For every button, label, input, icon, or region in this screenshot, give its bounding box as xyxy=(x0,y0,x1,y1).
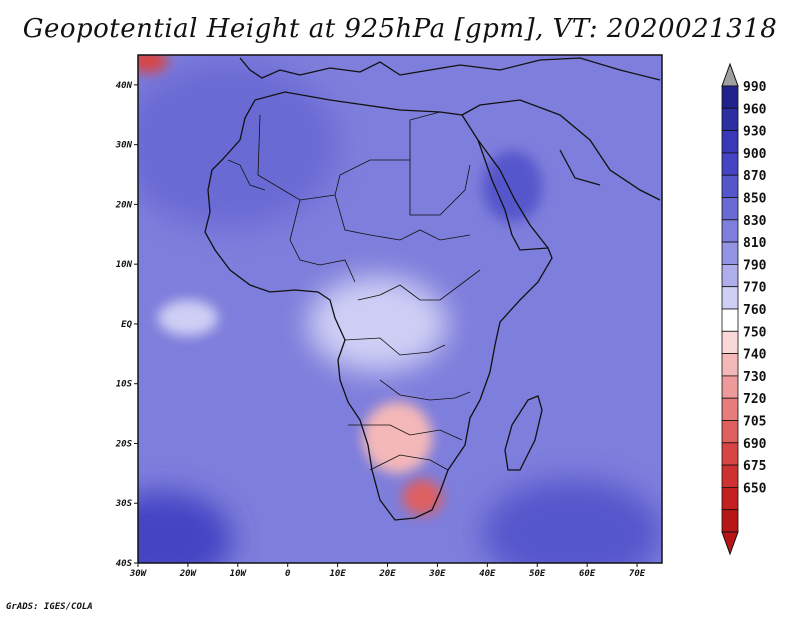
colorbar-label: 810 xyxy=(743,236,767,251)
colorbar-top-arrow xyxy=(721,62,739,87)
colorbar-label: 690 xyxy=(743,437,767,452)
map-area xyxy=(138,55,662,563)
colorbar-swatch xyxy=(721,308,739,332)
lat-tick-label: 20S xyxy=(115,439,133,449)
colorbar-label: 830 xyxy=(743,214,767,229)
colorbar-label: 730 xyxy=(743,370,767,385)
lon-tick-label: 10E xyxy=(329,569,346,579)
colorbar-label: 850 xyxy=(743,192,767,207)
africa-coastline xyxy=(204,91,553,521)
europe-coastline xyxy=(239,57,661,81)
lon-tick-label: 10W xyxy=(230,569,248,579)
colorbar-swatch xyxy=(721,219,739,243)
colorbar-swatch xyxy=(721,464,739,488)
colorbar-swatch xyxy=(721,442,739,466)
lat-tick-label: 10N xyxy=(116,260,133,270)
coastlines xyxy=(204,57,661,521)
colorbar-label: 650 xyxy=(743,481,767,496)
field-region-equatorial-trough xyxy=(307,276,448,372)
colorbar-swatch xyxy=(721,197,739,221)
colorbar-swatch xyxy=(721,130,739,154)
colorbar-swatch xyxy=(721,241,739,265)
field-region-kalahari-low xyxy=(362,401,433,474)
lat-tick-label: 10S xyxy=(116,380,133,390)
colorbar-label: 990 xyxy=(743,80,767,95)
lon-tick-label: 0 xyxy=(285,569,291,579)
colorbar-swatch xyxy=(721,330,739,354)
colorbar-swatch xyxy=(721,174,739,198)
colorbar-label: 900 xyxy=(743,147,767,162)
lon-tick-label: 70E xyxy=(629,569,646,579)
colorbar-label: 930 xyxy=(743,125,767,140)
map-frame xyxy=(137,54,663,564)
colorbar-label: 750 xyxy=(743,325,767,340)
colorbar-swatch xyxy=(721,375,739,399)
lon-tick-label: 30W xyxy=(129,569,148,579)
colorbar-swatch xyxy=(721,353,739,377)
lat-tick-label: EQ xyxy=(121,320,132,330)
field-region-mediterranean-low xyxy=(138,55,168,73)
field-region-highveld-low xyxy=(402,479,443,516)
colorbar-label: 790 xyxy=(743,258,767,273)
colorbar-swatch xyxy=(721,152,739,176)
colorbar-swatch xyxy=(721,107,739,132)
lon-tick-label: 20E xyxy=(378,569,396,579)
colorbar-label: 705 xyxy=(743,415,766,430)
colorbar-swatch xyxy=(721,263,739,288)
lat-tick-label: 20N xyxy=(115,200,133,210)
lon-tick-label: 40E xyxy=(479,569,496,579)
colorbar-label: 740 xyxy=(743,348,767,363)
map-title: Geopotential Height at 925hPa [gpm], VT:… xyxy=(22,14,778,44)
lon-tick-label: 30E xyxy=(428,569,446,579)
colorbar-label: 870 xyxy=(743,169,767,184)
field-region-southeast-atlantic-high xyxy=(138,491,233,563)
colorbar-swatch xyxy=(721,509,739,533)
colorbar-label: 960 xyxy=(743,102,767,117)
colorbar-swatch xyxy=(721,420,739,444)
colorbar-label: 760 xyxy=(743,303,767,318)
field-region-atlantic-eq-trough xyxy=(157,300,218,336)
colorbar-label: 675 xyxy=(743,459,766,474)
credit-footer: GrADS: IGES/COLA xyxy=(6,602,93,612)
colorbar-label: 770 xyxy=(743,281,767,296)
lon-tick-label: 50E xyxy=(529,569,546,579)
colorbar-swatch xyxy=(721,286,739,310)
colorbar-label: 720 xyxy=(743,392,767,407)
lat-tick-label: 30S xyxy=(115,499,133,509)
field-region-arabian-high xyxy=(482,150,543,223)
field-region-southwest-indian-high xyxy=(482,479,662,563)
colorbar-bottom-arrow xyxy=(721,531,739,556)
axis-ticks: 30W 20W 10W 0 10E 20E 30E 40E 50E 60E 70E 40N 30N 20N… xyxy=(115,81,646,579)
colorbar: 990 960 930 900 870 850 830 810 790 770 760 750 740 7… xyxy=(721,62,767,556)
colorbar-swatch xyxy=(721,397,739,421)
lat-tick-label: 30N xyxy=(115,141,133,151)
arabia-coastline xyxy=(461,99,661,249)
field-region-north-atlantic-high xyxy=(138,61,338,229)
madagascar-coastline xyxy=(504,395,543,471)
colorbar-swatch xyxy=(721,85,739,109)
lat-tick-label: 40N xyxy=(116,81,133,91)
borders xyxy=(227,111,481,471)
lat-tick-label: 40S xyxy=(116,559,133,569)
lon-tick-label: 60E xyxy=(579,569,596,579)
lon-tick-label: 20W xyxy=(179,569,198,579)
colorbar-swatch xyxy=(721,486,739,511)
